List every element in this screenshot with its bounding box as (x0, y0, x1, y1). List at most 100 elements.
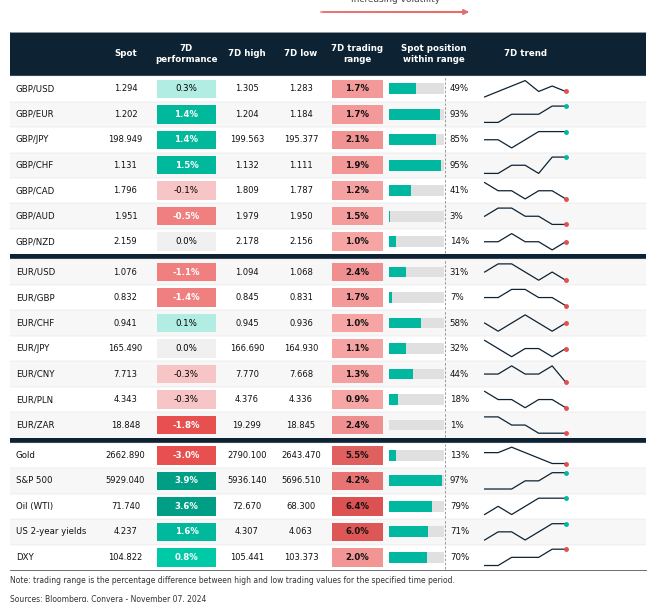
Text: 3%: 3% (450, 212, 464, 221)
Text: GBP/USD: GBP/USD (16, 84, 55, 93)
Bar (332, 523, 382, 541)
Bar (332, 446, 382, 465)
Text: EUR/CHF: EUR/CHF (16, 318, 54, 327)
Text: 7.770: 7.770 (235, 370, 259, 379)
Bar (157, 416, 216, 434)
Bar (10, 178, 646, 203)
Bar (10, 442, 646, 468)
Text: 1.3%: 1.3% (345, 370, 369, 379)
Text: 18%: 18% (450, 395, 469, 404)
Bar (388, 185, 444, 196)
Bar (10, 310, 646, 336)
Text: 195.377: 195.377 (284, 135, 318, 144)
Bar (388, 211, 390, 222)
Text: 6.0%: 6.0% (345, 527, 369, 536)
Text: 0.936: 0.936 (289, 318, 313, 327)
Text: 4.2%: 4.2% (345, 476, 369, 485)
Text: 1.4%: 1.4% (174, 135, 199, 144)
Text: 49%: 49% (450, 84, 469, 93)
Text: 1.951: 1.951 (113, 212, 137, 221)
Text: 4.063: 4.063 (289, 527, 313, 536)
Text: 7.668: 7.668 (289, 370, 313, 379)
Bar (388, 450, 396, 461)
Bar (332, 181, 382, 200)
Text: 7D trend: 7D trend (504, 49, 546, 58)
Text: 2.159: 2.159 (113, 237, 137, 246)
Text: 0.0%: 0.0% (176, 237, 197, 246)
Bar (10, 255, 646, 259)
Text: 198.949: 198.949 (108, 135, 142, 144)
Text: 105.441: 105.441 (230, 553, 264, 562)
Bar (157, 446, 216, 465)
Bar (388, 84, 416, 94)
Bar (157, 263, 216, 281)
Bar (332, 314, 382, 332)
Text: 1.5%: 1.5% (345, 212, 369, 221)
Text: 7D
performance: 7D performance (155, 45, 218, 64)
Text: GBP/CHF: GBP/CHF (16, 161, 54, 170)
Text: Gold: Gold (16, 451, 36, 460)
Text: 1.950: 1.950 (289, 212, 313, 221)
Bar (388, 84, 444, 94)
Text: -0.1%: -0.1% (174, 186, 199, 195)
Text: 1.4%: 1.4% (174, 110, 199, 119)
Text: 165.490: 165.490 (108, 344, 142, 353)
Bar (388, 450, 444, 461)
Text: 2790.100: 2790.100 (227, 451, 266, 460)
Text: 58%: 58% (450, 318, 469, 327)
Bar (157, 207, 216, 226)
Text: 7D low: 7D low (284, 49, 318, 58)
Text: 7%: 7% (450, 293, 464, 302)
Text: 0.1%: 0.1% (176, 318, 197, 327)
Text: 31%: 31% (450, 267, 469, 276)
Bar (388, 292, 444, 303)
Text: 0.9%: 0.9% (345, 395, 369, 404)
Bar (10, 361, 646, 387)
Bar (332, 232, 382, 251)
Text: Sources: Bloomberg, Convera - November 07, 2024: Sources: Bloomberg, Convera - November 0… (10, 595, 207, 602)
Bar (388, 420, 444, 430)
Bar (332, 207, 382, 226)
Bar (10, 32, 646, 76)
Text: 5696.510: 5696.510 (281, 476, 321, 485)
Text: 1.094: 1.094 (235, 267, 258, 276)
Text: Oil (WTI): Oil (WTI) (16, 502, 53, 511)
Text: Note: trading range is the percentage difference between high and low trading va: Note: trading range is the percentage di… (10, 576, 455, 585)
Text: 72.670: 72.670 (232, 502, 262, 511)
Bar (10, 494, 646, 519)
Bar (157, 131, 216, 149)
Text: 0.831: 0.831 (289, 293, 313, 302)
Bar (388, 160, 441, 170)
Text: 2.0%: 2.0% (345, 553, 369, 562)
Text: 1.0%: 1.0% (345, 237, 369, 246)
Bar (10, 545, 646, 570)
Bar (332, 497, 382, 515)
Bar (388, 527, 428, 537)
Bar (388, 501, 432, 512)
Text: 3.6%: 3.6% (174, 502, 198, 511)
Bar (10, 203, 646, 229)
Bar (388, 394, 398, 405)
Text: 4.237: 4.237 (113, 527, 137, 536)
Text: 1.131: 1.131 (113, 161, 137, 170)
Text: 68.300: 68.300 (287, 502, 316, 511)
Bar (157, 79, 216, 98)
Bar (388, 527, 444, 537)
Text: 199.563: 199.563 (230, 135, 264, 144)
Bar (10, 102, 646, 127)
Text: 1.979: 1.979 (235, 212, 258, 221)
Bar (10, 519, 646, 545)
Text: -0.3%: -0.3% (174, 395, 199, 404)
Bar (10, 229, 646, 255)
Text: 1.5%: 1.5% (174, 161, 198, 170)
Bar (10, 412, 646, 438)
Text: 0.941: 0.941 (113, 318, 137, 327)
Bar (157, 105, 216, 123)
Bar (388, 476, 442, 486)
Text: GBP/CAD: GBP/CAD (16, 186, 55, 195)
Text: 164.930: 164.930 (284, 344, 318, 353)
Bar (388, 109, 444, 120)
Bar (332, 263, 382, 281)
Bar (157, 314, 216, 332)
Text: 4.376: 4.376 (235, 395, 259, 404)
